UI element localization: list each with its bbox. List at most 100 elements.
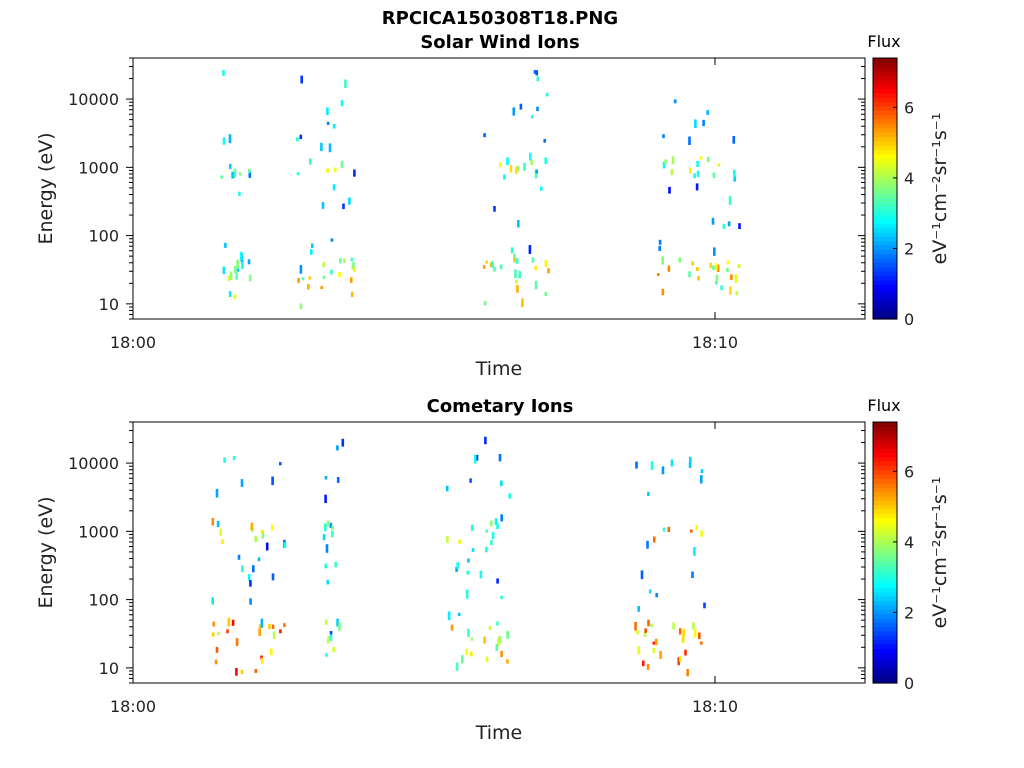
- colorbar-segment: [873, 587, 897, 593]
- colorbar-segment: [873, 426, 897, 432]
- colorbar-segment: [873, 596, 897, 601]
- flux-pixel: [712, 172, 716, 179]
- flux-pixel: [229, 271, 233, 280]
- colorbar-segment: [873, 271, 897, 277]
- flux-pixel: [254, 669, 258, 673]
- colorbar-segment: [873, 179, 897, 185]
- flux-pixel: [673, 99, 677, 104]
- flux-pixel: [712, 265, 715, 271]
- flux-pixel: [254, 535, 257, 542]
- flux-pixel: [523, 162, 526, 171]
- flux-pixel: [330, 269, 333, 275]
- colorbar-segment: [873, 626, 897, 632]
- flux-pixel: [222, 266, 226, 275]
- flux-pixel: [238, 172, 242, 176]
- colorbar-segment: [873, 88, 897, 94]
- flux-pixel: [650, 623, 653, 628]
- flux-pixel: [250, 522, 254, 531]
- flux-pixel: [530, 115, 534, 119]
- colorbar-segment: [873, 71, 897, 76]
- flux-pixel: [215, 489, 219, 498]
- colorbar-segment: [873, 609, 897, 614]
- flux-pixel: [324, 494, 327, 503]
- flux-pixel: [217, 632, 220, 636]
- colorbar-segment: [873, 288, 897, 294]
- flux-pixel: [654, 638, 658, 646]
- flux-pixel: [257, 557, 261, 562]
- flux-pixel: [456, 562, 459, 569]
- flux-pixel: [700, 469, 704, 474]
- flux-pixel: [326, 579, 330, 585]
- flux-pixel: [248, 274, 252, 282]
- y-axis-label: Energy (eV): [35, 496, 57, 608]
- colorbar-segment: [873, 639, 897, 645]
- flux-pixel: [534, 280, 538, 290]
- flux-pixel: [227, 617, 231, 627]
- flux-pixel: [500, 514, 503, 522]
- colorbar-tick-label: 6: [904, 462, 914, 481]
- flux-pixel: [703, 602, 706, 609]
- flux-pixel: [326, 520, 330, 527]
- colorbar-segment: [873, 184, 897, 190]
- flux-pixel: [311, 243, 314, 248]
- flux-pixels: [220, 70, 741, 310]
- flux-pixel: [234, 266, 237, 273]
- colorbar-tick-label: 0: [904, 674, 914, 693]
- flux-pixel: [471, 524, 474, 531]
- flux-pixel: [215, 647, 219, 653]
- flux-pixel: [544, 157, 547, 165]
- colorbar-segment: [873, 110, 897, 116]
- colorbar-segment: [873, 613, 897, 619]
- flux-pixel: [688, 136, 691, 145]
- colorbar-segment: [873, 297, 897, 303]
- flux-pixel: [467, 628, 470, 637]
- flux-pixel: [659, 650, 662, 659]
- flux-pixel: [235, 272, 238, 280]
- flux-pixel: [637, 646, 641, 655]
- flux-pixel: [668, 186, 671, 194]
- flux-pixel: [261, 530, 265, 539]
- colorbar-segment: [873, 140, 897, 146]
- flux-pixel: [672, 622, 675, 630]
- flux-pixel: [653, 536, 656, 543]
- flux-pixel: [469, 478, 472, 483]
- flux-pixel: [699, 156, 703, 160]
- colorbar-segment: [873, 509, 897, 514]
- flux-pixel: [322, 534, 326, 541]
- flux-pixel: [324, 476, 328, 480]
- flux-pixel: [224, 242, 227, 248]
- flux-pixel: [299, 265, 303, 274]
- colorbar-segment: [873, 439, 897, 445]
- panel-title: Solar Wind Ions: [420, 32, 579, 53]
- flux-pixel: [350, 277, 353, 283]
- flux-pixel: [514, 269, 517, 278]
- flux-pixel: [678, 628, 682, 635]
- flux-pixel: [222, 137, 226, 145]
- colorbar-segment: [873, 530, 897, 536]
- flux-pixel: [727, 221, 731, 227]
- flux-pixel: [536, 106, 539, 112]
- flux-pixel: [336, 618, 339, 627]
- flux-pixel: [695, 183, 699, 191]
- flux-pixel: [662, 161, 666, 169]
- colorbar-segment: [873, 145, 897, 150]
- flux-pixel: [485, 260, 489, 264]
- flux-pixel: [235, 638, 239, 646]
- colorbar-segment: [873, 227, 897, 233]
- colorbar-segment: [873, 75, 897, 81]
- colorbar-segment: [873, 262, 897, 268]
- colorbar-segment: [873, 240, 897, 246]
- flux-pixel: [321, 202, 325, 209]
- flux-pixel: [343, 258, 346, 263]
- colorbar-segment: [873, 643, 897, 649]
- colorbar-segment: [873, 275, 897, 281]
- flux-pixel: [328, 143, 332, 153]
- y-tick-label: 100: [88, 591, 119, 610]
- flux-pixel: [647, 619, 650, 627]
- colorbar-segment: [873, 266, 897, 272]
- colorbar-segment: [873, 114, 897, 120]
- colorbar-segment: [873, 301, 897, 307]
- x-tick-label: 18:00: [110, 333, 156, 352]
- flux-pixel: [693, 629, 697, 638]
